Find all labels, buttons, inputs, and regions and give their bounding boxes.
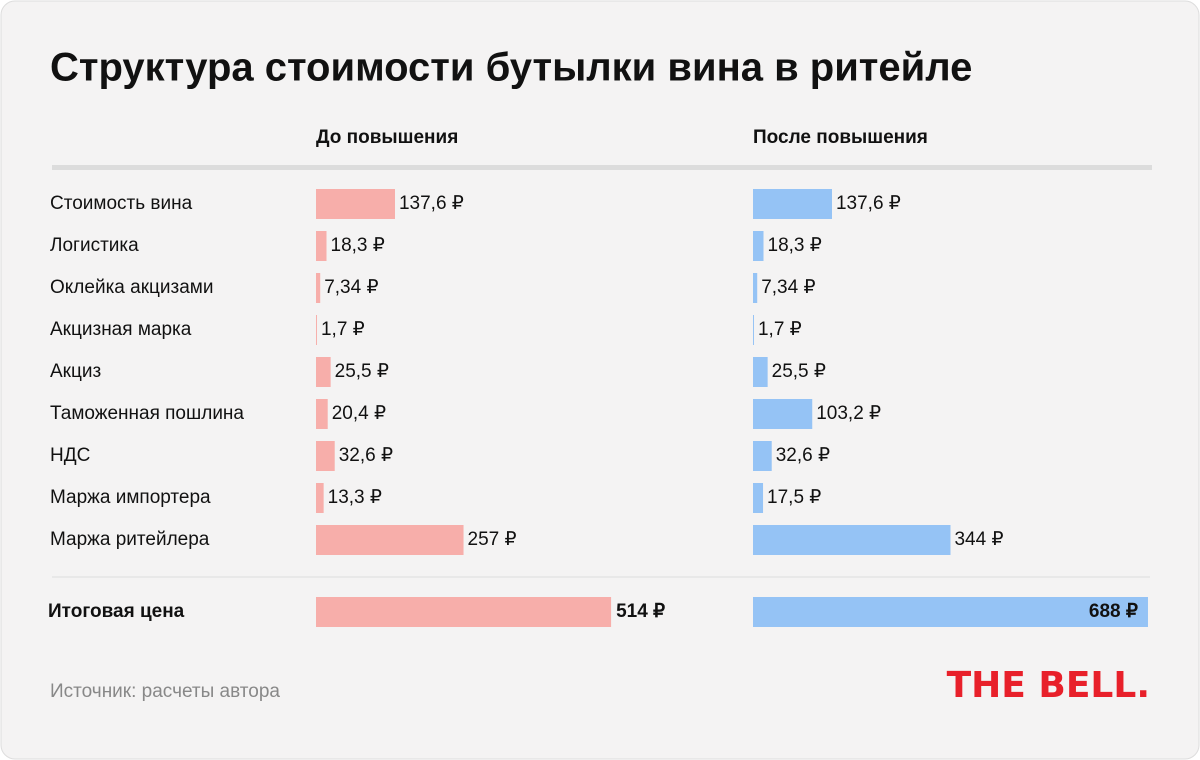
bar [753, 525, 951, 555]
total-value-label: 688 ₽ [1089, 601, 1138, 622]
value-label: 1,7 ₽ [321, 319, 365, 340]
value-label: 32,6 ₽ [339, 445, 393, 466]
total-label: Итоговая цена [48, 601, 185, 622]
value-label: 13,3 ₽ [328, 487, 382, 508]
value-label: 25,5 ₽ [335, 361, 389, 382]
category-label: Маржа ритейлера [50, 529, 210, 550]
value-label: 18,3 ₽ [768, 235, 822, 256]
value-label: 137,6 ₽ [836, 193, 901, 214]
bar [753, 231, 764, 261]
value-label: 344 ₽ [954, 529, 1003, 550]
value-label: 32,6 ₽ [776, 445, 830, 466]
bar [753, 357, 768, 387]
value-label: 137,6 ₽ [399, 193, 464, 214]
bar [316, 525, 464, 555]
legend-label: До повышения [316, 127, 458, 148]
category-label: Акциз [50, 361, 101, 382]
category-label: Акцизная марка [50, 319, 192, 340]
bar [316, 273, 321, 303]
bar [753, 483, 764, 513]
value-label: 7,34 ₽ [324, 277, 378, 298]
category-label: Оклейка акцизами [50, 277, 213, 298]
bar [316, 315, 317, 345]
bar [316, 357, 331, 387]
bar [753, 189, 832, 219]
category-label: Таможенная пошлина [50, 403, 244, 424]
header-rule [52, 165, 1152, 170]
total-bar [316, 597, 612, 627]
value-label: 7,34 ₽ [761, 277, 815, 298]
value-label: 257 ₽ [468, 529, 517, 550]
total-bar [753, 597, 1148, 627]
source: Источник: расчеты автора [50, 681, 280, 702]
value-label: 25,5 ₽ [772, 361, 826, 382]
bar [316, 483, 324, 513]
chart-title: Структура стоимости бутылки вина в ритей… [50, 46, 972, 90]
value-label: 17,5 ₽ [767, 487, 821, 508]
value-label: 103,2 ₽ [816, 403, 881, 424]
bar [753, 273, 758, 303]
bar [316, 189, 395, 219]
total-value-label: 514 ₽ [616, 601, 665, 622]
bar [316, 399, 328, 429]
value-label: 1,7 ₽ [758, 319, 802, 340]
bar [753, 441, 772, 471]
bar [316, 441, 335, 471]
value-label: 20,4 ₽ [332, 403, 386, 424]
category-label: Логистика [50, 235, 139, 256]
legend-label: После повышения [753, 127, 928, 148]
logo: THE BELL. [947, 665, 1150, 706]
category-label: Стоимость вина [50, 193, 193, 214]
category-label: НДС [50, 445, 90, 466]
bar [753, 315, 754, 345]
bar [316, 231, 327, 261]
category-label: Маржа импортера [50, 487, 211, 508]
value-label: 18,3 ₽ [331, 235, 385, 256]
bar [753, 399, 813, 429]
